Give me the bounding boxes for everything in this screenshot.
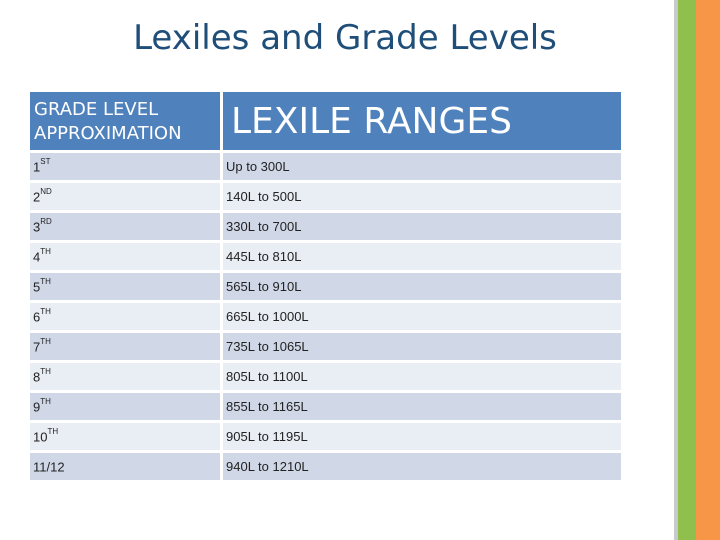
grade-header-line1: GRADE LEVEL xyxy=(34,99,159,120)
range-cell: 855L to 1165L xyxy=(223,393,621,420)
grade-header-line2: APPROXIMATION xyxy=(34,123,182,144)
grade-suffix: ST xyxy=(40,156,51,166)
grade-cell: 1ST xyxy=(30,153,220,180)
grade-suffix: TH xyxy=(47,426,59,436)
grade-number: 11/12 xyxy=(33,459,65,475)
table-row: 10TH 905L to 1195L xyxy=(30,423,621,450)
range-cell: 735L to 1065L xyxy=(223,333,621,360)
table-row: 5TH 565L to 910L xyxy=(30,273,621,300)
table-row: 9TH 855L to 1165L xyxy=(30,393,621,420)
table-row: 3RD 330L to 700L xyxy=(30,213,621,240)
grade-cell: 3RD xyxy=(30,213,220,240)
page-title: Lexiles and Grade Levels xyxy=(133,18,557,58)
range-cell: 445L to 810L xyxy=(223,243,621,270)
range-cell: 140L to 500L xyxy=(223,183,621,210)
gray-stripe xyxy=(674,0,678,540)
grade-cell: 7TH xyxy=(30,333,220,360)
grade-number: 7 xyxy=(33,339,41,355)
grade-cell: 9TH xyxy=(30,393,220,420)
grade-number: 3 xyxy=(33,219,41,235)
grade-number: 1 xyxy=(33,159,41,175)
table-row: 8TH 805L to 1100L xyxy=(30,363,621,390)
grade-suffix: TH xyxy=(40,366,51,376)
decorative-stripes xyxy=(674,0,720,540)
range-cell: 330L to 700L xyxy=(223,213,621,240)
grade-level-header: GRADE LEVEL APPROXIMATION xyxy=(30,92,220,150)
grade-cell: 4TH xyxy=(30,243,220,270)
grade-number: 10 xyxy=(33,429,48,445)
table-row: 2ND 140L to 500L xyxy=(30,183,621,210)
table-row: 4TH 445L to 810L xyxy=(30,243,621,270)
grade-number: 2 xyxy=(33,189,41,205)
table-header-row: GRADE LEVEL APPROXIMATION LEXILE RANGES xyxy=(30,92,621,150)
table-body: 1ST Up to 300L 2ND 140L to 500L 3RD 330L to 7… xyxy=(30,153,621,480)
grade-suffix: TH xyxy=(40,276,51,286)
grade-number: 8 xyxy=(33,369,41,385)
grade-suffix: TH xyxy=(40,246,51,256)
lexile-ranges-header: LEXILE RANGES xyxy=(223,92,621,150)
lexile-table: GRADE LEVEL APPROXIMATION LEXILE RANGES … xyxy=(27,89,624,483)
range-cell: Up to 300L xyxy=(223,153,621,180)
grade-suffix: TH xyxy=(40,336,51,346)
orange-stripe xyxy=(696,0,720,540)
table-row: 11/12 940L to 1210L xyxy=(30,453,621,480)
grade-cell: 6TH xyxy=(30,303,220,330)
grade-cell: 8TH xyxy=(30,363,220,390)
grade-cell: 10TH xyxy=(30,423,220,450)
grade-number: 4 xyxy=(33,249,41,265)
grade-suffix: RD xyxy=(40,216,52,226)
grade-number: 5 xyxy=(33,279,41,295)
table-row: 1ST Up to 300L xyxy=(30,153,621,180)
table-row: 6TH 665L to 1000L xyxy=(30,303,621,330)
grade-cell: 5TH xyxy=(30,273,220,300)
grade-suffix: ND xyxy=(40,186,52,196)
green-stripe xyxy=(678,0,696,540)
grade-suffix: TH xyxy=(40,306,51,316)
table-row: 7TH 735L to 1065L xyxy=(30,333,621,360)
grade-cell: 11/12 xyxy=(30,453,220,480)
grade-number: 6 xyxy=(33,309,41,325)
range-cell: 565L to 910L xyxy=(223,273,621,300)
range-cell: 940L to 1210L xyxy=(223,453,621,480)
range-cell: 665L to 1000L xyxy=(223,303,621,330)
range-cell: 905L to 1195L xyxy=(223,423,621,450)
grade-suffix: TH xyxy=(40,396,51,406)
grade-number: 9 xyxy=(33,399,41,415)
range-cell: 805L to 1100L xyxy=(223,363,621,390)
grade-cell: 2ND xyxy=(30,183,220,210)
